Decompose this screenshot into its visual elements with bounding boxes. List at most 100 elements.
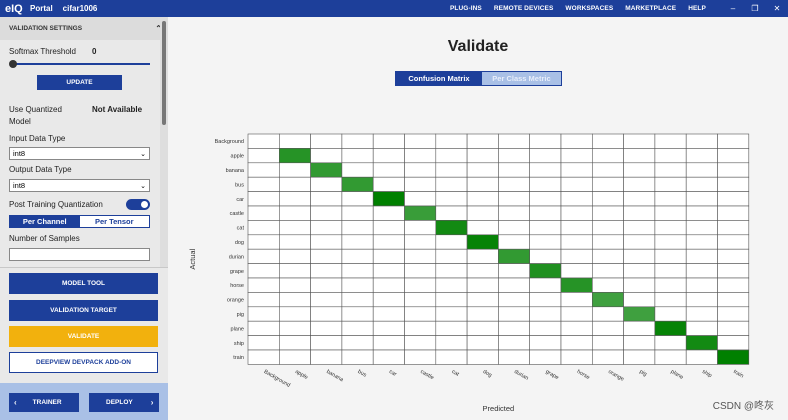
matrix-cell (685, 148, 718, 164)
matrix-cell (247, 349, 280, 365)
chevron-left-icon: ‹ (14, 398, 17, 407)
matrix-cell (560, 349, 593, 365)
matrix-cell (623, 277, 656, 293)
scrollbar-thumb[interactable] (162, 21, 166, 125)
deepview-devpack-button[interactable]: DEEPVIEW DEVPACK ADD-ON (9, 352, 158, 373)
matrix-cell (591, 234, 624, 250)
ptq-toggle[interactable] (126, 199, 150, 210)
matrix-cell (560, 176, 593, 192)
tab-confusion-matrix[interactable]: Confusion Matrix (396, 72, 482, 85)
matrix-cell (591, 205, 624, 221)
matrix-cell (310, 176, 343, 192)
matrix-cell (466, 248, 499, 264)
breadcrumb-portal[interactable]: Portal (30, 4, 53, 13)
matrix-cell (717, 191, 750, 207)
matrix-cell (372, 162, 405, 178)
matrix-cell (279, 335, 311, 351)
tab-per-class-metric[interactable]: Per Class Metric (481, 72, 561, 85)
matrix-cell (404, 133, 437, 149)
matrix-cell (279, 306, 311, 322)
nav-remote-devices[interactable]: REMOTE DEVICES (493, 5, 554, 12)
matrix-cell (685, 263, 718, 279)
matrix-cell (685, 349, 718, 365)
nav-plugins[interactable]: PLUG-INS (450, 5, 482, 12)
softmax-slider-track[interactable] (11, 63, 150, 65)
matrix-cell (466, 335, 499, 351)
matrix-cell (279, 292, 311, 308)
output-type-value: int8 (13, 181, 26, 190)
matrix-cell (560, 220, 593, 236)
softmax-slider-handle[interactable] (9, 60, 17, 68)
chevron-down-icon: ⌄ (140, 182, 146, 190)
validation-settings-header[interactable]: VALIDATION SETTINGS ⌃ (0, 17, 168, 40)
deploy-button[interactable]: DEPLOY › (89, 393, 159, 412)
model-tool-button[interactable]: MODEL TOOL (9, 273, 158, 294)
matrix-cell (717, 292, 750, 308)
ptq-label: Post Training Quantization (9, 200, 103, 209)
use-quantized-value: Not Available (92, 105, 143, 114)
matrix-cell (529, 176, 562, 192)
input-type-select[interactable]: int8 ⌄ (9, 147, 150, 160)
matrix-cell (623, 220, 656, 236)
matrix-cell (404, 335, 437, 351)
samples-input[interactable] (9, 248, 150, 261)
matrix-cell (498, 349, 530, 365)
quantization-mode-segment: Per Channel Per Tensor (9, 215, 150, 228)
scrollbar-track[interactable] (160, 17, 168, 267)
matrix-cell (310, 335, 343, 351)
output-type-select[interactable]: int8 ⌄ (9, 179, 150, 192)
matrix-cell (560, 234, 593, 250)
breadcrumb-project[interactable]: cifar1006 (62, 4, 98, 13)
view-tabs: Confusion Matrix Per Class Metric (395, 71, 562, 86)
matrix-cell (529, 335, 562, 351)
matrix-cell (466, 349, 499, 365)
matrix-cell (498, 248, 530, 264)
matrix-cell (404, 191, 437, 207)
matrix-cell (279, 349, 311, 365)
matrix-cell (623, 292, 656, 308)
close-icon[interactable]: ✕ (773, 4, 781, 13)
matrix-cell (279, 205, 311, 221)
nav-help[interactable]: HELP (688, 5, 706, 12)
matrix-cell (341, 234, 374, 250)
matrix-cell (372, 220, 405, 236)
matrix-cell (435, 148, 468, 164)
x-tick-label: car (388, 369, 398, 378)
output-type-label: Output Data Type (9, 165, 72, 174)
matrix-cell (685, 162, 718, 178)
matrix-cell (466, 133, 499, 149)
chevron-up-icon[interactable]: ⌃ (155, 24, 162, 33)
matrix-cell (717, 306, 750, 322)
minimize-icon[interactable]: – (730, 4, 736, 13)
trainer-button[interactable]: ‹ TRAINER (9, 393, 79, 412)
validation-target-button[interactable]: VALIDATION TARGET (9, 300, 158, 321)
per-channel-option[interactable]: Per Channel (10, 216, 80, 227)
matrix-cell (372, 133, 405, 149)
samples-label: Number of Samples (9, 234, 80, 243)
matrix-cell (466, 306, 499, 322)
nav-marketplace[interactable]: MARKETPLACE (625, 5, 677, 12)
matrix-cell (623, 320, 656, 336)
matrix-cell (623, 335, 656, 351)
trainer-label: TRAINER (32, 399, 62, 406)
matrix-cell (341, 320, 374, 336)
x-tick-label: cat (450, 369, 460, 378)
matrix-cell (466, 234, 499, 250)
matrix-cell (310, 162, 343, 178)
y-tick-label: train (233, 355, 244, 361)
update-button[interactable]: UPDATE (37, 75, 122, 90)
matrix-cell (404, 349, 437, 365)
matrix-cell (404, 205, 437, 221)
matrix-cell (623, 306, 656, 322)
matrix-cell (498, 162, 530, 178)
per-tensor-option[interactable]: Per Tensor (79, 216, 149, 227)
matrix-cell (685, 248, 718, 264)
restore-icon[interactable]: ❐ (751, 4, 759, 13)
matrix-cell (247, 148, 280, 164)
matrix-cell (404, 263, 437, 279)
matrix-cell (247, 191, 280, 207)
matrix-cell (623, 176, 656, 192)
nav-workspaces[interactable]: WORKSPACES (565, 5, 614, 12)
matrix-cell (529, 306, 562, 322)
validate-button[interactable]: VALIDATE (9, 326, 158, 347)
